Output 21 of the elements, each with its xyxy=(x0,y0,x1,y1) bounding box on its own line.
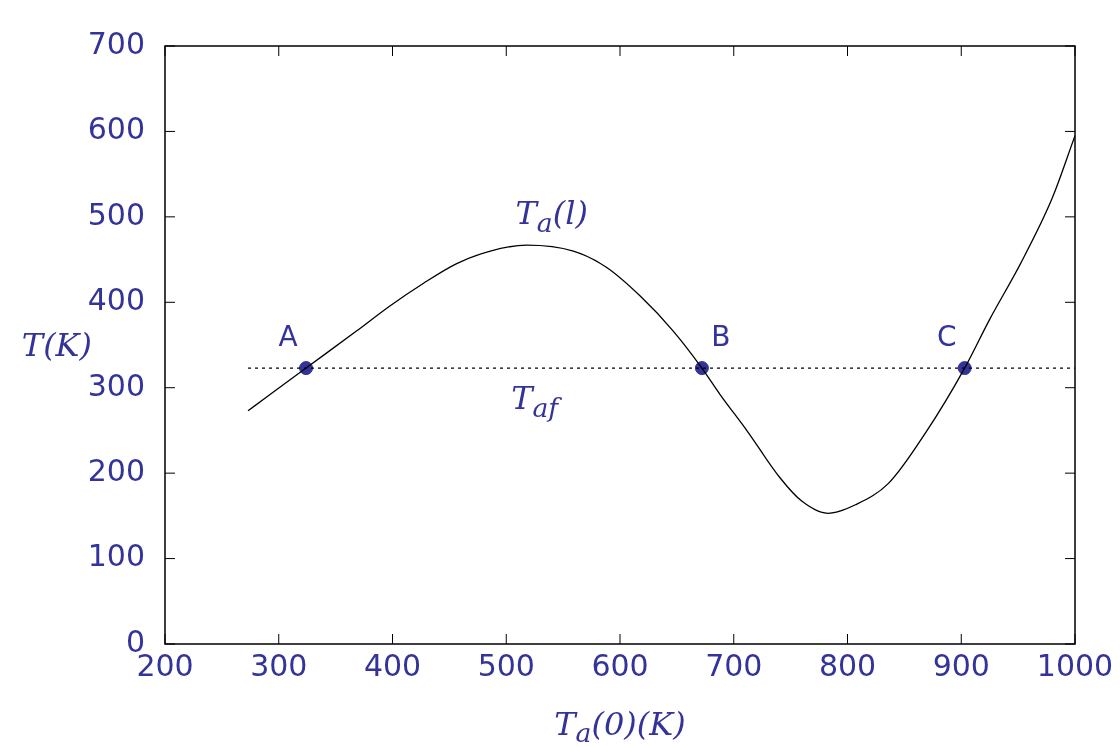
x-tick-label: 300 xyxy=(250,647,308,683)
y-tick-label: 200 xyxy=(87,452,145,488)
y-tick-label: 700 xyxy=(87,25,145,61)
y-tick-label: 100 xyxy=(87,538,145,574)
x-axis-title: T$_{a}$(0)(K) xyxy=(554,705,686,747)
data-label: C xyxy=(936,320,957,354)
y-tick-label: 300 xyxy=(87,367,145,403)
x-tick-label: 500 xyxy=(477,647,535,683)
x-tick-label: 900 xyxy=(932,647,990,683)
y-tick-label: 600 xyxy=(87,111,145,147)
y-axis-title: T(K) xyxy=(21,325,92,364)
x-tick-label: 400 xyxy=(363,647,422,683)
y-tick-label: 400 xyxy=(87,282,145,318)
data-label: A xyxy=(278,320,298,354)
x-tick-label: 1000 xyxy=(1036,647,1114,683)
x-tick-label: 800 xyxy=(818,647,877,683)
x-tick-label: 600 xyxy=(591,647,649,683)
annotation: T$_{a}$(l) xyxy=(515,194,588,239)
y-tick-label: 500 xyxy=(87,196,145,232)
data-label: B xyxy=(711,320,731,354)
x-tick-label: 700 xyxy=(705,647,763,683)
